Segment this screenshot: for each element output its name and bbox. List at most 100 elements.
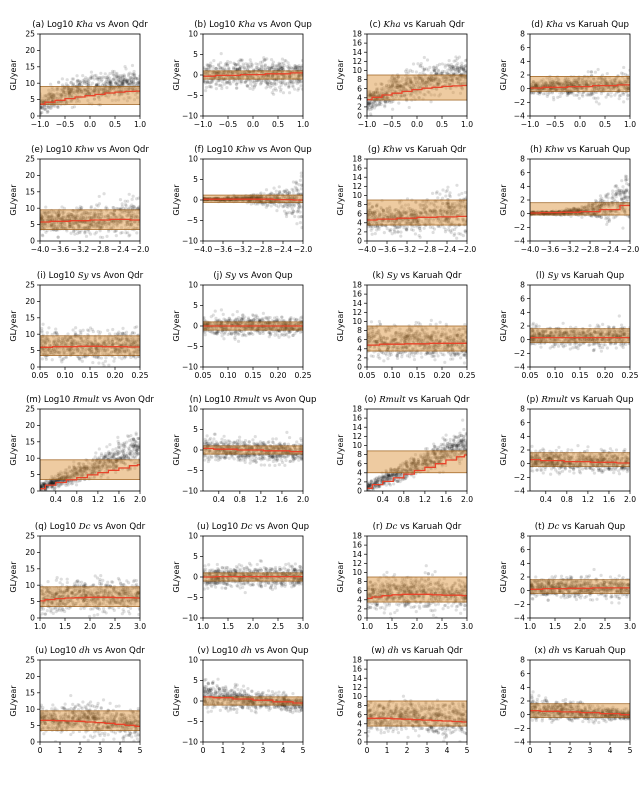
scatter-point bbox=[275, 209, 278, 212]
scatter-point bbox=[405, 68, 408, 71]
panel-e: 0510152025−4.0−3.6−3.2−2.8−2.4−2.0GL/yea… bbox=[9, 145, 149, 254]
scatter-point bbox=[558, 91, 561, 94]
scatter-point bbox=[121, 82, 124, 85]
scatter-point bbox=[215, 67, 218, 70]
scatter-point bbox=[431, 226, 434, 229]
y-tick-label: 5 bbox=[30, 220, 35, 229]
scatter-point bbox=[248, 87, 251, 90]
y-tick-label: 20 bbox=[25, 46, 35, 55]
scatter-point bbox=[391, 232, 394, 235]
scatter-point bbox=[552, 96, 555, 99]
scatter-point bbox=[412, 229, 415, 232]
x-tick-label: −4.0 bbox=[194, 245, 213, 254]
x-tick-label: −3.2 bbox=[71, 245, 90, 254]
plot-frame bbox=[530, 34, 630, 116]
scatter-point bbox=[244, 80, 247, 83]
scatter-point bbox=[588, 93, 591, 96]
y-axis-label: GL/year bbox=[172, 184, 181, 216]
scatter-point bbox=[40, 106, 43, 109]
y-tick-label: 6 bbox=[357, 84, 362, 93]
y-axis-label: GL/year bbox=[499, 59, 508, 91]
scatter-point bbox=[75, 206, 78, 209]
scatter-point bbox=[76, 79, 79, 82]
x-tick-label: 0.5 bbox=[599, 120, 611, 129]
scatter-point bbox=[438, 193, 441, 196]
scatter-point bbox=[458, 56, 461, 59]
scatter-point bbox=[278, 190, 281, 193]
x-tick-label: −3.6 bbox=[51, 245, 70, 254]
y-axis-label: GL/year bbox=[172, 59, 181, 91]
x-tick-label: 0.5 bbox=[109, 120, 121, 129]
scatter-point bbox=[397, 102, 400, 105]
x-tick-label: −2.0 bbox=[294, 245, 313, 254]
scatter-point bbox=[587, 70, 590, 73]
scatter-point bbox=[278, 63, 281, 66]
scatter-point bbox=[284, 191, 287, 194]
scatter-point bbox=[270, 66, 273, 69]
scatter-point bbox=[436, 196, 439, 199]
scatter-point bbox=[235, 86, 238, 89]
scatter-point bbox=[71, 106, 74, 109]
scatter-point bbox=[265, 188, 268, 191]
scatter-point bbox=[215, 87, 218, 90]
scatter-point bbox=[77, 83, 80, 86]
scatter-point bbox=[131, 198, 134, 201]
scatter-point bbox=[399, 235, 402, 238]
scatter-point bbox=[423, 67, 426, 70]
scatter-point bbox=[118, 74, 121, 77]
y-tick-label: 8 bbox=[357, 75, 362, 84]
y-tick-label: 25 bbox=[25, 30, 35, 39]
scatter-point bbox=[120, 241, 123, 244]
scatter-point bbox=[597, 68, 600, 71]
scatter-point bbox=[254, 62, 257, 65]
scatter-point bbox=[464, 59, 467, 62]
scatter-point bbox=[618, 97, 621, 100]
scatter-point bbox=[451, 65, 454, 68]
scatter-point bbox=[215, 82, 218, 85]
y-tick-label: 5 bbox=[30, 95, 35, 104]
scatter-point bbox=[275, 190, 278, 193]
y-tick-label: 2 bbox=[520, 71, 525, 80]
scatter-point bbox=[371, 233, 374, 236]
scatter-point bbox=[374, 232, 377, 235]
scatter-point bbox=[76, 232, 79, 235]
scatter-point bbox=[288, 204, 291, 207]
panel-title: (e) Log10 Khw vs Avon Qdr bbox=[31, 145, 149, 155]
scatter-point bbox=[119, 198, 122, 201]
scatter-point bbox=[423, 56, 426, 59]
scatter-point bbox=[131, 64, 134, 67]
scatter-point bbox=[578, 97, 581, 100]
y-tick-label: 6 bbox=[520, 43, 525, 52]
scatter-point bbox=[89, 233, 92, 236]
x-tick-label: −3.6 bbox=[214, 245, 233, 254]
scatter-point bbox=[259, 191, 262, 194]
scatter-point bbox=[429, 100, 432, 103]
panel-title: (a) Log10 Kha vs Avon Qdr bbox=[32, 20, 148, 30]
y-axis-label: GL/year bbox=[336, 59, 345, 91]
panel-title: (b) Log10 Kha vs Avon Qup bbox=[194, 20, 312, 30]
scatter-point bbox=[460, 192, 463, 195]
scatter-point bbox=[122, 76, 125, 79]
scatter-point bbox=[235, 83, 238, 86]
scatter-point bbox=[93, 77, 96, 80]
scatter-point bbox=[260, 82, 263, 85]
scatter-point bbox=[600, 92, 603, 95]
scatter-point bbox=[132, 195, 135, 198]
scatter-point bbox=[205, 86, 208, 89]
scatter-point bbox=[383, 105, 386, 108]
scatter-point bbox=[300, 175, 303, 178]
scatter-point bbox=[283, 59, 286, 62]
scatter-point bbox=[117, 79, 120, 82]
scatter-point bbox=[209, 64, 212, 67]
y-axis-label: GL/year bbox=[9, 184, 18, 216]
y-axis-label: GL/year bbox=[9, 59, 18, 91]
scatter-point bbox=[297, 206, 300, 209]
scatter-point bbox=[414, 232, 417, 235]
scatter-point bbox=[128, 233, 131, 236]
scatter-point bbox=[370, 229, 373, 232]
scatter-point bbox=[428, 66, 431, 69]
scatter-point bbox=[622, 66, 625, 69]
scatter-point bbox=[220, 52, 223, 55]
scatter-point bbox=[246, 84, 249, 87]
